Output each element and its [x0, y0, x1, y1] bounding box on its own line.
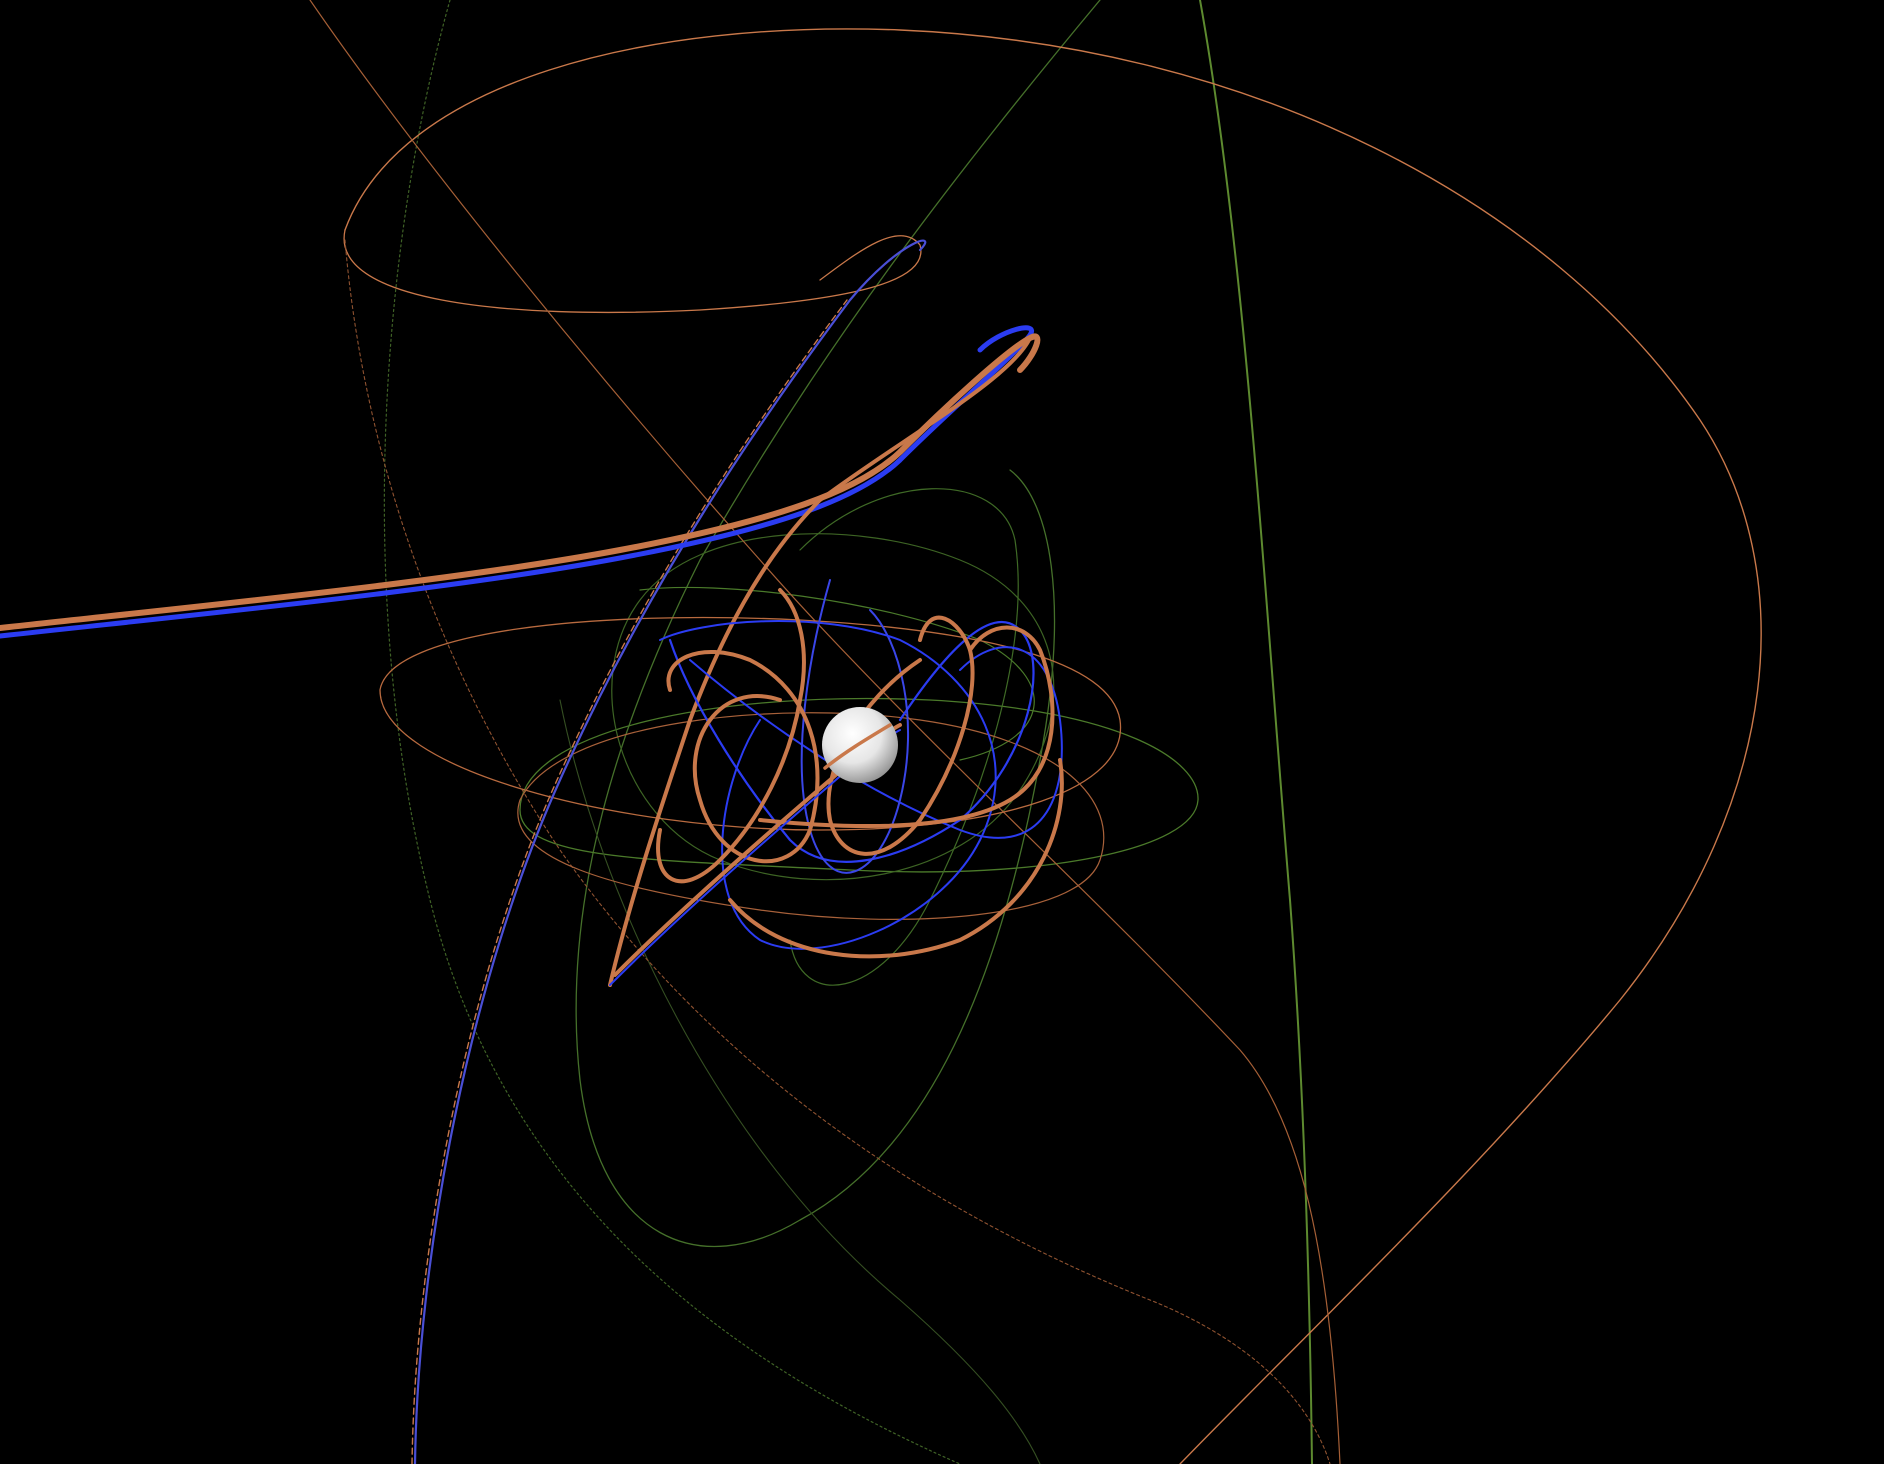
orange-escape-trajectory [0, 333, 1041, 631]
green-orbit-group [383, 0, 1313, 1464]
green-orbit-ellipse-1 [519, 697, 1199, 873]
central-planet[interactable] [822, 707, 898, 783]
blue-inner-loop-4 [659, 620, 997, 950]
orange-crossing-planet [823, 723, 892, 770]
blue-escape-trajectory [0, 325, 1035, 639]
green-orbit-large-left [383, 0, 961, 1464]
outgoing-trajectory-group [0, 239, 1041, 1464]
green-orbit-vertical [1199, 0, 1313, 1464]
green-orbit-lower-arc [559, 699, 1041, 1464]
orange-inner-loop-4 [758, 625, 1055, 828]
blue-long-arc-left [413, 239, 927, 1464]
orange-orbit-upper-loop [343, 229, 922, 314]
orange-return-loop [608, 336, 1032, 987]
green-orbit-ellipse-3 [789, 488, 1019, 986]
orange-orbit-diagonal-down [309, 0, 1341, 1464]
orange-orbit-mid-ellipse [517, 712, 1105, 920]
orange-orbit-left-sweep [344, 239, 1331, 1464]
orange-outer-orbit-group [309, 0, 1762, 1464]
green-orbit-ellipse-2 [611, 533, 1055, 881]
orange-inner-loop-2 [656, 588, 806, 884]
green-orbit-tilted [575, 0, 1101, 1248]
orange-long-arc-left [411, 299, 848, 1464]
blue-inner-loop-3 [800, 579, 910, 874]
orange-inner-loop-1 [666, 650, 820, 864]
orange-orbit-equator-ellipse [379, 616, 1122, 831]
inner-trajectory-group [609, 579, 1064, 986]
orange-orbit-great-ellipse [344, 28, 1762, 1464]
orange-inner-loop-5 [728, 758, 1064, 959]
blue-inner-loop-2 [689, 646, 1063, 839]
